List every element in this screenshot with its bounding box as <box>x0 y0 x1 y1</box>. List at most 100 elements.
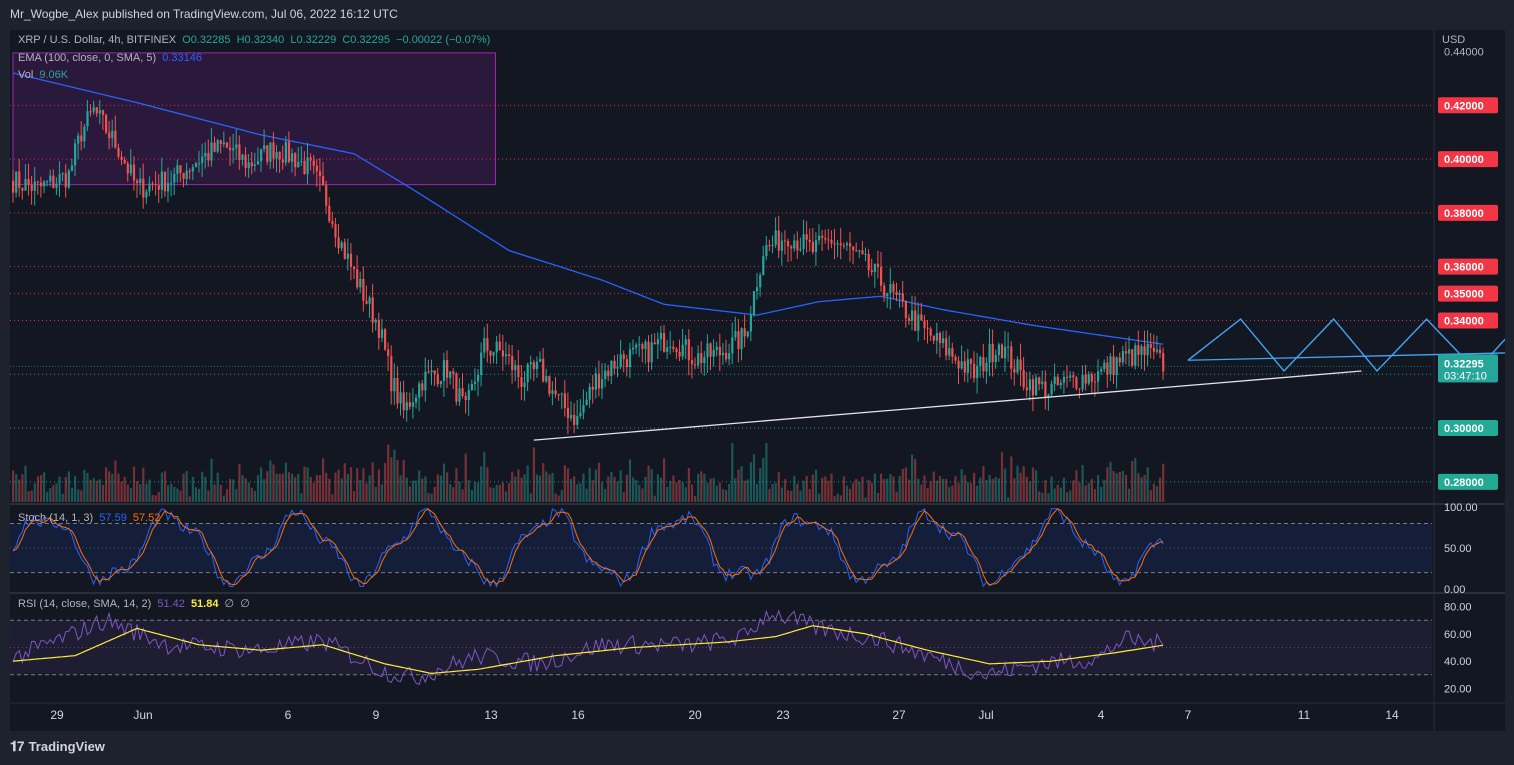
price-level-label-bg <box>1438 204 1498 221</box>
candle-body <box>157 185 160 190</box>
candle-body <box>247 162 250 169</box>
volume-bar <box>374 486 377 502</box>
candle-body <box>566 407 570 419</box>
volume-bar <box>18 479 21 502</box>
ema-label[interactable]: EMA (100, close, 0, SMA, 5) <box>18 52 157 64</box>
candle-body <box>216 140 219 152</box>
volume-bar <box>402 460 405 502</box>
price-tick-label: 0.44000 <box>1444 47 1484 59</box>
volume-bar <box>136 481 139 502</box>
candle-body <box>746 331 749 337</box>
volume-bar <box>151 494 154 502</box>
volume-bar <box>576 484 579 502</box>
volume-bar <box>1059 487 1062 502</box>
candle-body <box>297 161 300 168</box>
candle-body <box>18 171 21 188</box>
volume-bar <box>1146 467 1149 502</box>
volume-bar <box>179 490 182 502</box>
candle-body <box>365 300 368 304</box>
volume-bar <box>399 475 402 502</box>
candle-body <box>880 266 883 286</box>
volume-bar <box>1137 473 1140 502</box>
candle-body <box>1028 379 1031 391</box>
price-level-label-bg <box>1438 97 1498 114</box>
volume-bar <box>132 466 136 502</box>
time-axis-label: 27 <box>892 708 906 722</box>
volume-bar <box>849 488 852 502</box>
chart-area[interactable]: 0.44000 0.42000 0.40000 0.38000 0.36000 0.350… <box>10 30 1505 731</box>
candle-body <box>619 354 622 368</box>
candle-body <box>951 348 954 358</box>
candle-body <box>1090 374 1093 382</box>
candle-body <box>929 328 932 336</box>
candle-body <box>222 142 225 145</box>
volume-bar <box>39 475 43 502</box>
candle-body <box>1035 377 1038 396</box>
volume-bar <box>86 472 89 502</box>
volume-bar <box>148 479 151 502</box>
volume-bar <box>582 473 585 502</box>
volume-bar <box>557 495 560 502</box>
candle-body <box>756 287 759 292</box>
candle-body <box>1078 388 1081 390</box>
vol-label[interactable]: Vol <box>18 69 34 81</box>
rsi-label[interactable]: RSI (14, close, SMA, 14, 2) <box>18 598 152 610</box>
candle-body <box>1112 356 1115 375</box>
volume-bar <box>799 490 802 502</box>
candle-body <box>796 240 799 251</box>
candle-body <box>201 156 204 164</box>
volume-bar <box>461 489 464 502</box>
volume-bar <box>535 474 539 502</box>
candle-body <box>1137 345 1140 355</box>
volume-bar <box>1112 471 1115 502</box>
candle-body <box>842 245 845 247</box>
candle-body <box>644 341 647 350</box>
volume-bar <box>715 485 718 502</box>
candle-body <box>709 343 712 357</box>
high-value: H0.32340 <box>236 34 285 46</box>
candle-body <box>1000 344 1004 359</box>
candle-body <box>672 346 675 349</box>
candle-body <box>129 164 132 174</box>
candle-body <box>356 269 359 288</box>
candle-body <box>690 360 694 365</box>
volume-bar <box>734 478 737 502</box>
candle-body <box>1087 374 1090 384</box>
volume-bar <box>349 467 353 502</box>
candle-body <box>597 373 601 389</box>
candle-body <box>235 144 238 149</box>
volume-bar <box>170 483 173 502</box>
volume-bar <box>793 475 796 502</box>
volume-bar <box>895 491 898 502</box>
candle-body <box>439 380 442 385</box>
volume-bar <box>1093 489 1097 502</box>
candle-body <box>653 342 656 345</box>
candle-body <box>731 337 734 354</box>
volume-bar <box>852 482 855 502</box>
candle-body <box>768 244 771 246</box>
stoch-label[interactable]: Stoch (14, 1, 3) <box>18 512 94 524</box>
candle-body <box>839 243 842 246</box>
volume-bar <box>960 469 963 502</box>
chart-canvas[interactable]: 0.44000 0.42000 0.40000 0.38000 0.36000 0.350… <box>10 30 1505 731</box>
volume-bar <box>681 482 684 502</box>
volume-bar <box>15 474 18 502</box>
candle-body <box>229 147 232 151</box>
candle-body <box>712 349 715 357</box>
volume-bar <box>492 488 495 502</box>
volume-bar <box>811 474 814 502</box>
symbol-label[interactable]: XRP / U.S. Dollar, 4h, BITFINEX <box>18 34 177 46</box>
candle-body <box>508 354 511 357</box>
volume-bar <box>929 481 932 502</box>
volume-bar <box>659 477 663 502</box>
candle-body <box>291 153 294 162</box>
candle-body <box>504 354 508 357</box>
candle-body <box>464 395 467 400</box>
candle-body <box>402 392 405 411</box>
volume-bar <box>1103 479 1106 502</box>
volume-bar <box>64 477 67 502</box>
volume-bar <box>49 488 52 502</box>
volume-bar <box>743 480 746 502</box>
candle-body <box>852 246 855 251</box>
candle-body <box>678 352 681 357</box>
